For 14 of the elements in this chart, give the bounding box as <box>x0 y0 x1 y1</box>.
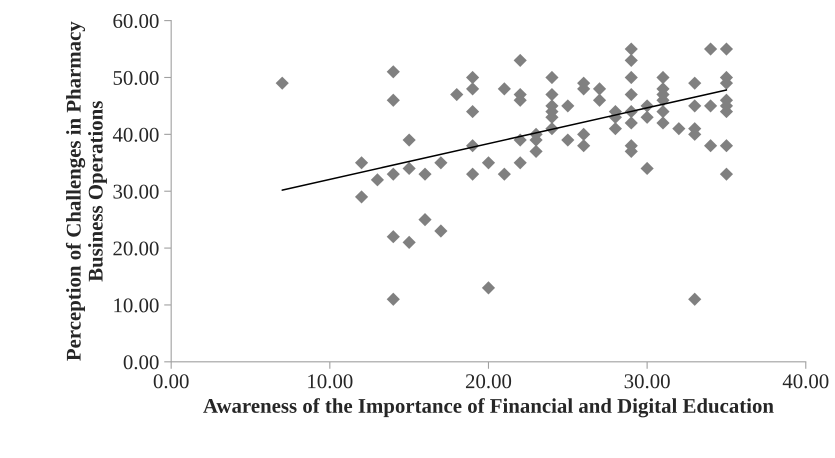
x-tick-label: 0.00 <box>154 374 189 388</box>
y-tick-label: 30.00 <box>113 184 159 199</box>
x-tick-label: 20.00 <box>466 374 512 388</box>
y-tick-label: 60.00 <box>113 14 159 28</box>
y-tick-label: 20.00 <box>113 241 159 256</box>
x-axis-title: Awareness of the Importance of Financial and Digital Education <box>203 398 774 418</box>
x-tick-label: 30.00 <box>624 374 670 388</box>
x-tick-label: 40.00 <box>782 374 828 388</box>
y-tick-label: 40.00 <box>112 128 159 142</box>
y-axis-title: Perception of Challenges in Pharmacy Business Operations <box>66 21 107 361</box>
y-tick-label: 0.00 <box>124 355 159 370</box>
y-tick-label: 50.00 <box>114 70 159 86</box>
y-tick-label: 10.00 <box>114 298 159 312</box>
x-tick-label: 10.00 <box>308 374 352 388</box>
